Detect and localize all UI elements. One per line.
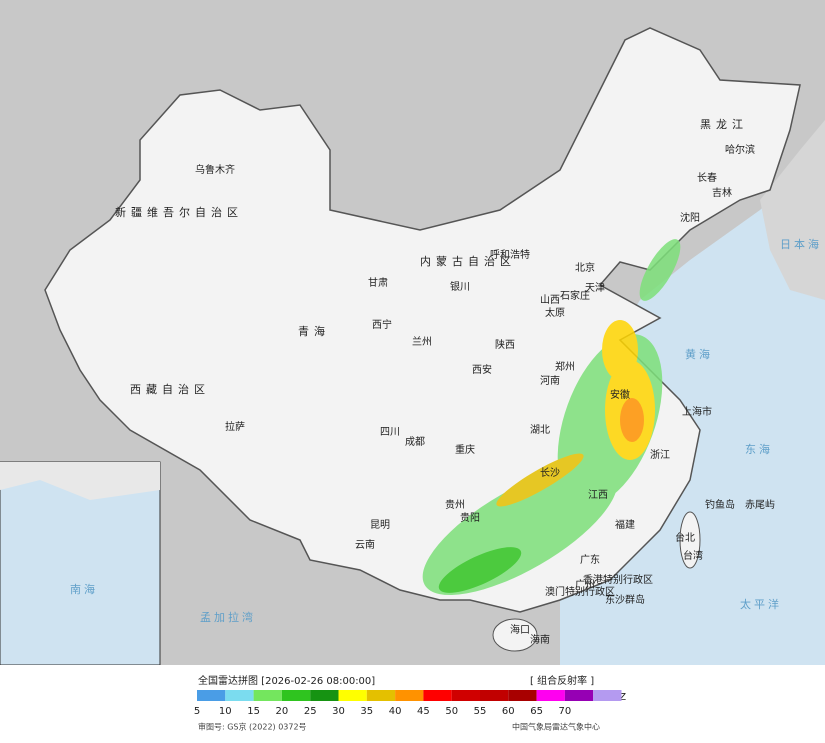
- place-label: 黄海: [685, 347, 713, 361]
- place-label: 四川: [380, 427, 400, 438]
- place-label: 安徽: [610, 388, 630, 401]
- place-label: 重庆: [455, 443, 475, 456]
- legend-label: 20: [276, 706, 289, 717]
- legend-swatch: [423, 690, 452, 701]
- place-label: 广州: [575, 579, 595, 591]
- place-label: 河南: [540, 374, 560, 387]
- place-label: 西宁: [372, 318, 392, 331]
- place-label: 成都: [405, 436, 425, 448]
- place-label: 东海: [745, 442, 773, 456]
- place-label: 广东: [580, 553, 600, 566]
- legend-swatch: [253, 690, 282, 701]
- place-label: 陕西: [495, 338, 515, 351]
- place-label: 呼和浩特: [490, 249, 530, 261]
- place-label: 海口: [510, 623, 530, 636]
- place-label: 郑州: [555, 360, 575, 373]
- place-label: 兰州: [412, 335, 432, 348]
- place-label: 乌鲁木齐: [195, 163, 235, 176]
- legend-swatch: [564, 690, 594, 701]
- place-label: 石家庄: [560, 289, 590, 302]
- place-label: 太原: [545, 306, 565, 319]
- legend-label: 45: [417, 706, 430, 717]
- source: 中国气象局雷达气象中心: [512, 722, 600, 732]
- taiwan: [679, 511, 701, 569]
- place-label: 山西: [540, 294, 560, 306]
- place-label: 西藏自治区: [130, 382, 210, 396]
- place-label: 长沙: [540, 467, 560, 479]
- place-label: 钓鱼岛: [705, 498, 735, 511]
- place-label: 云南: [355, 538, 375, 551]
- place-label: 台北: [675, 531, 695, 544]
- place-label: 青海: [298, 324, 330, 338]
- place-label: 昆明: [370, 519, 390, 531]
- place-label: 日本海: [780, 237, 822, 251]
- legend-product: [ 组合反射率 ]: [530, 674, 594, 687]
- legend-label: 25: [304, 706, 317, 717]
- legend-label: 30: [332, 706, 345, 717]
- legend-label: 50: [445, 706, 458, 717]
- legend-label: 40: [389, 706, 402, 717]
- place-label: 贵州: [445, 498, 465, 511]
- place-label: 吉林: [712, 186, 732, 199]
- legend-panel: [0, 665, 825, 739]
- place-label: 长春: [697, 172, 717, 184]
- legend-label: 35: [360, 706, 373, 717]
- place-label: 浙江: [650, 449, 670, 461]
- legend-swatch: [310, 690, 339, 701]
- place-label: 赤尾屿: [745, 499, 775, 511]
- place-label: 哈尔滨: [725, 143, 755, 156]
- place-label: 上海市: [682, 405, 712, 418]
- approval-number: 审图号: GS京 (2022) 0372号: [198, 722, 307, 732]
- legend-swatch: [366, 690, 396, 701]
- place-label: 东沙群岛: [605, 593, 645, 606]
- legend-swatch: [480, 690, 509, 701]
- legend-swatch: [508, 690, 537, 701]
- place-label: 拉萨: [225, 420, 245, 433]
- legend-swatch: [225, 690, 254, 701]
- place-label: 海南: [530, 633, 550, 646]
- legend-swatch: [395, 690, 424, 701]
- place-label: 北京: [575, 261, 595, 274]
- place-label: 台湾: [683, 549, 703, 562]
- place-label: 沈阳: [680, 211, 700, 224]
- place-label: 银川: [450, 280, 470, 293]
- legend-title: 全国雷达拼图 [2026-02-26 08:00:00]: [198, 674, 375, 687]
- place-label: 甘肃: [368, 276, 388, 289]
- place-label: 新疆维吾尔自治区: [115, 205, 243, 219]
- legend-label: 60: [502, 706, 515, 717]
- legend-label: 55: [474, 706, 487, 717]
- legend-label: 5: [194, 706, 200, 717]
- korea-japan: [760, 120, 825, 300]
- place-label: 南海: [70, 582, 98, 596]
- legend-swatch: [536, 690, 565, 701]
- legend-swatch: [593, 690, 622, 701]
- place-label: 贵阳: [460, 511, 480, 524]
- place-label: 西安: [472, 363, 492, 376]
- place-label: 澳门特别行政区: [545, 585, 615, 598]
- legend-swatch: [451, 690, 480, 701]
- legend-label: 15: [247, 706, 260, 717]
- place-label: 太平洋: [740, 597, 782, 611]
- place-label: 江西: [588, 489, 608, 501]
- legend-label: 10: [219, 706, 232, 717]
- legend-swatch: [281, 690, 311, 701]
- place-label: 孟加拉湾: [200, 610, 256, 624]
- place-label: 香港特别行政区: [583, 573, 653, 586]
- legend-label: 65: [530, 706, 543, 717]
- legend-swatch: [197, 690, 226, 701]
- place-label: 湖北: [530, 424, 550, 436]
- hainan: [492, 618, 538, 652]
- legend-label: 70: [559, 706, 572, 717]
- place-label: 天津: [585, 282, 605, 294]
- place-label: 黑龙江: [700, 118, 748, 131]
- place-label: 福建: [615, 518, 635, 531]
- place-label: 内蒙古自治区: [420, 254, 516, 268]
- inset-land: [0, 462, 160, 500]
- legend-swatch: [338, 690, 367, 701]
- radar-echoes: [422, 239, 681, 595]
